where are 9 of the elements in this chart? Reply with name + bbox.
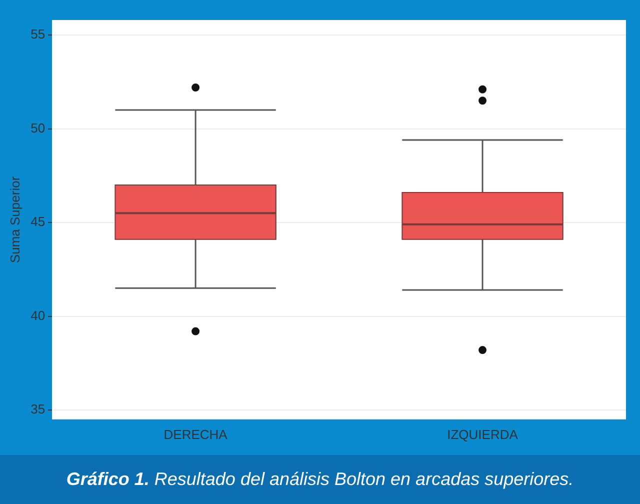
x-tick-label: DERECHA (164, 426, 228, 442)
y-tick-label: 55 (30, 26, 46, 42)
text: Gráfico 1. Resultado del análisis Bolton en arcadas superiores. (0, 455, 640, 504)
y-tick-label: 35 (30, 402, 46, 417)
y-tick-label: 45 (30, 214, 46, 230)
y-tick-label: 50 (30, 120, 46, 136)
y-axis-title: Suma Superior (7, 176, 22, 264)
x-tick-label: IZQUIERDA (447, 426, 518, 442)
y-tick-label: 40 (30, 308, 46, 323)
